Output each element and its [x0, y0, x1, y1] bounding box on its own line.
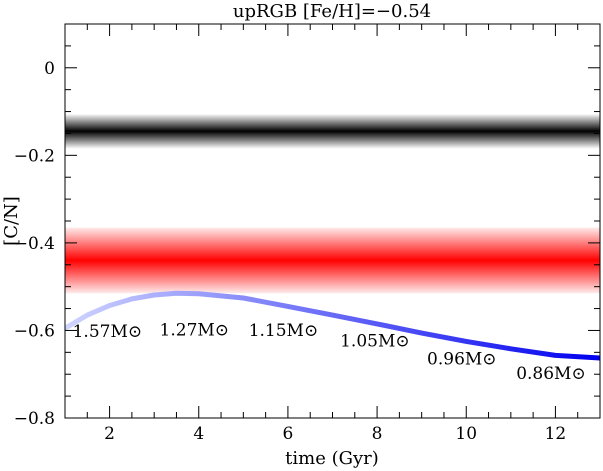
x-tick-label-3: 8	[372, 424, 383, 444]
series-line-0	[65, 290, 600, 361]
y-tick-label-0: 0	[44, 59, 55, 79]
x-tick-label-2: 6	[283, 424, 294, 444]
y-tick-label-4: −0.8	[14, 409, 55, 429]
series-group	[65, 290, 600, 361]
band-0	[65, 113, 600, 149]
plot-frame	[64, 23, 601, 419]
mass-label-0: 1.57M⊙	[73, 322, 143, 342]
y-tick-label-2: −0.4	[14, 234, 55, 254]
y-tick-label-3: −0.6	[14, 321, 55, 341]
mass-label-1: 1.27M⊙	[160, 321, 230, 341]
y-axis-title: [C/N]	[1, 196, 22, 246]
bands-group	[65, 113, 600, 294]
annotations-group: 1.57M⊙ 1.27M⊙ 1.15M⊙ 1.05M⊙ 0.96M⊙ 0.86M⊙	[73, 321, 586, 384]
mass-label-2: 1.15M⊙	[249, 321, 319, 341]
x-tick-label-1: 4	[193, 424, 204, 444]
chart-title: upRGB [Fe/H]=−0.54	[233, 1, 431, 22]
x-tick-label-0: 2	[104, 424, 115, 444]
x-tick-label-4: 10	[455, 424, 477, 444]
y-tick-label-1: −0.2	[14, 146, 55, 166]
mass-label-5: 0.86M⊙	[516, 364, 586, 384]
mass-label-4: 0.96M⊙	[427, 350, 497, 370]
x-tick-label-5: 12	[545, 424, 567, 444]
mass-label-3: 1.05M⊙	[340, 332, 410, 352]
ticks-group: 2 4 6 8 10 12 0 −0.2 −0.4 −0.6 −0.8	[14, 24, 600, 444]
band-1	[65, 227, 600, 294]
x-axis-title: time (Gyr)	[285, 448, 379, 469]
